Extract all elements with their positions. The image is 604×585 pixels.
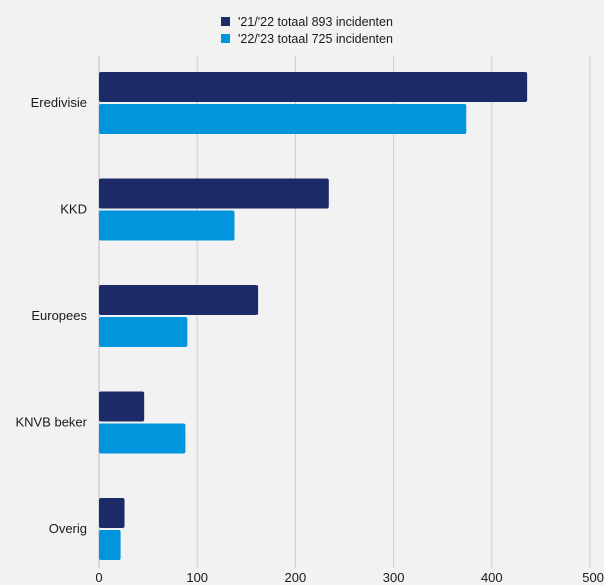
x-tick-label-500: 500 (582, 570, 604, 585)
bar-overig-series-1 (99, 498, 125, 528)
legend-swatch-1 (221, 17, 230, 26)
x-tick-label-100: 100 (186, 570, 208, 585)
x-axis-ticks: 0 100 200 300 400 500 (95, 570, 604, 585)
x-tick-label-0: 0 (95, 570, 102, 585)
bar-knvb-beker-series-1 (99, 391, 145, 422)
category-label-knvb-beker: KNVB beker (15, 415, 87, 430)
bar-kkd-series-2 (99, 210, 235, 241)
bar-eredivisie-series-2 (99, 104, 467, 134)
category-labels: Eredivisie KKD Europees KNVB beker Overig (15, 95, 87, 536)
x-tick-label-400: 400 (481, 570, 503, 585)
bar-eredivisie-series-1 (99, 72, 528, 102)
bar-kkd-series-1 (99, 178, 329, 209)
bar-knvb-beker-series-2 (99, 423, 186, 454)
category-label-kkd: KKD (60, 202, 87, 217)
bar-europees-series-2 (99, 317, 188, 347)
legend-swatch-2 (221, 34, 230, 43)
x-tick-label-200: 200 (285, 570, 307, 585)
category-label-europees: Europees (31, 308, 87, 323)
legend-label-2: '22/'23 totaal 725 incidenten (238, 32, 393, 46)
legend: '21/'22 totaal 893 incidenten '22/'23 tot… (221, 15, 393, 46)
legend-label-1: '21/'22 totaal 893 incidenten (238, 15, 393, 29)
bars (99, 72, 528, 560)
bar-overig-series-2 (99, 530, 121, 560)
category-label-overig: Overig (49, 521, 87, 536)
x-tick-label-300: 300 (383, 570, 405, 585)
category-label-eredivisie: Eredivisie (31, 95, 87, 110)
bar-europees-series-1 (99, 285, 259, 315)
